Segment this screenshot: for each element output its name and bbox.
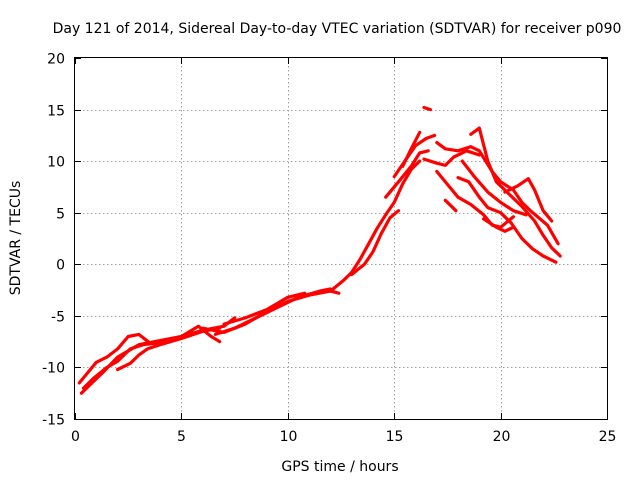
y-tick-label: -10 [42,361,65,377]
series-line-sat-9 [350,209,401,277]
y-tick-label: 5 [56,207,65,223]
chart-title: Day 121 of 2014, Sidereal Day-to-day VTE… [53,21,622,37]
series-line-sat-10 [384,149,430,199]
y-tick-label: -5 [51,310,65,326]
y-tick-label: 0 [56,258,65,274]
grid [75,58,607,419]
series-line-sat-17 [443,198,458,213]
series-line-sat-20 [460,159,528,217]
series-line-sat-22 [482,217,515,233]
series-group [77,105,562,395]
x-tick-label: 20 [493,429,511,445]
series-line-sat-15 [435,141,560,246]
series-line-sat-18 [456,176,558,264]
series-line-sat-21 [503,177,554,223]
x-axis-label: GPS time / hours [281,459,398,475]
series-line-sat-12 [401,130,422,168]
x-tick-label: 10 [280,429,298,445]
series-line-sat-4 [116,326,222,372]
x-tick-label: 5 [177,429,186,445]
y-tick-label: 20 [47,52,65,68]
series-line-sat-6 [213,287,332,336]
plot-frame [74,57,608,420]
series-line-sat-19 [469,126,562,258]
series-line-sat-8 [328,159,422,293]
series-line-sat-14 [422,149,481,167]
x-tick-label: 0 [71,429,80,445]
x-tick-label: 25 [599,429,617,445]
y-tick-label: 15 [47,104,65,120]
y-tick-label: -15 [42,413,65,429]
series-line-sat-13 [422,105,432,112]
x-tick-label: 15 [386,429,404,445]
y-tick-label: 10 [47,155,65,171]
y-axis-label: SDTVAR / TECUs [8,181,24,296]
series-line-sat-3 [81,341,162,390]
ticks: 0 5 10 15 20 25 -15 -10 -5 0 5 10 15 20 [42,52,616,446]
series-line-sat-7 [222,291,307,326]
